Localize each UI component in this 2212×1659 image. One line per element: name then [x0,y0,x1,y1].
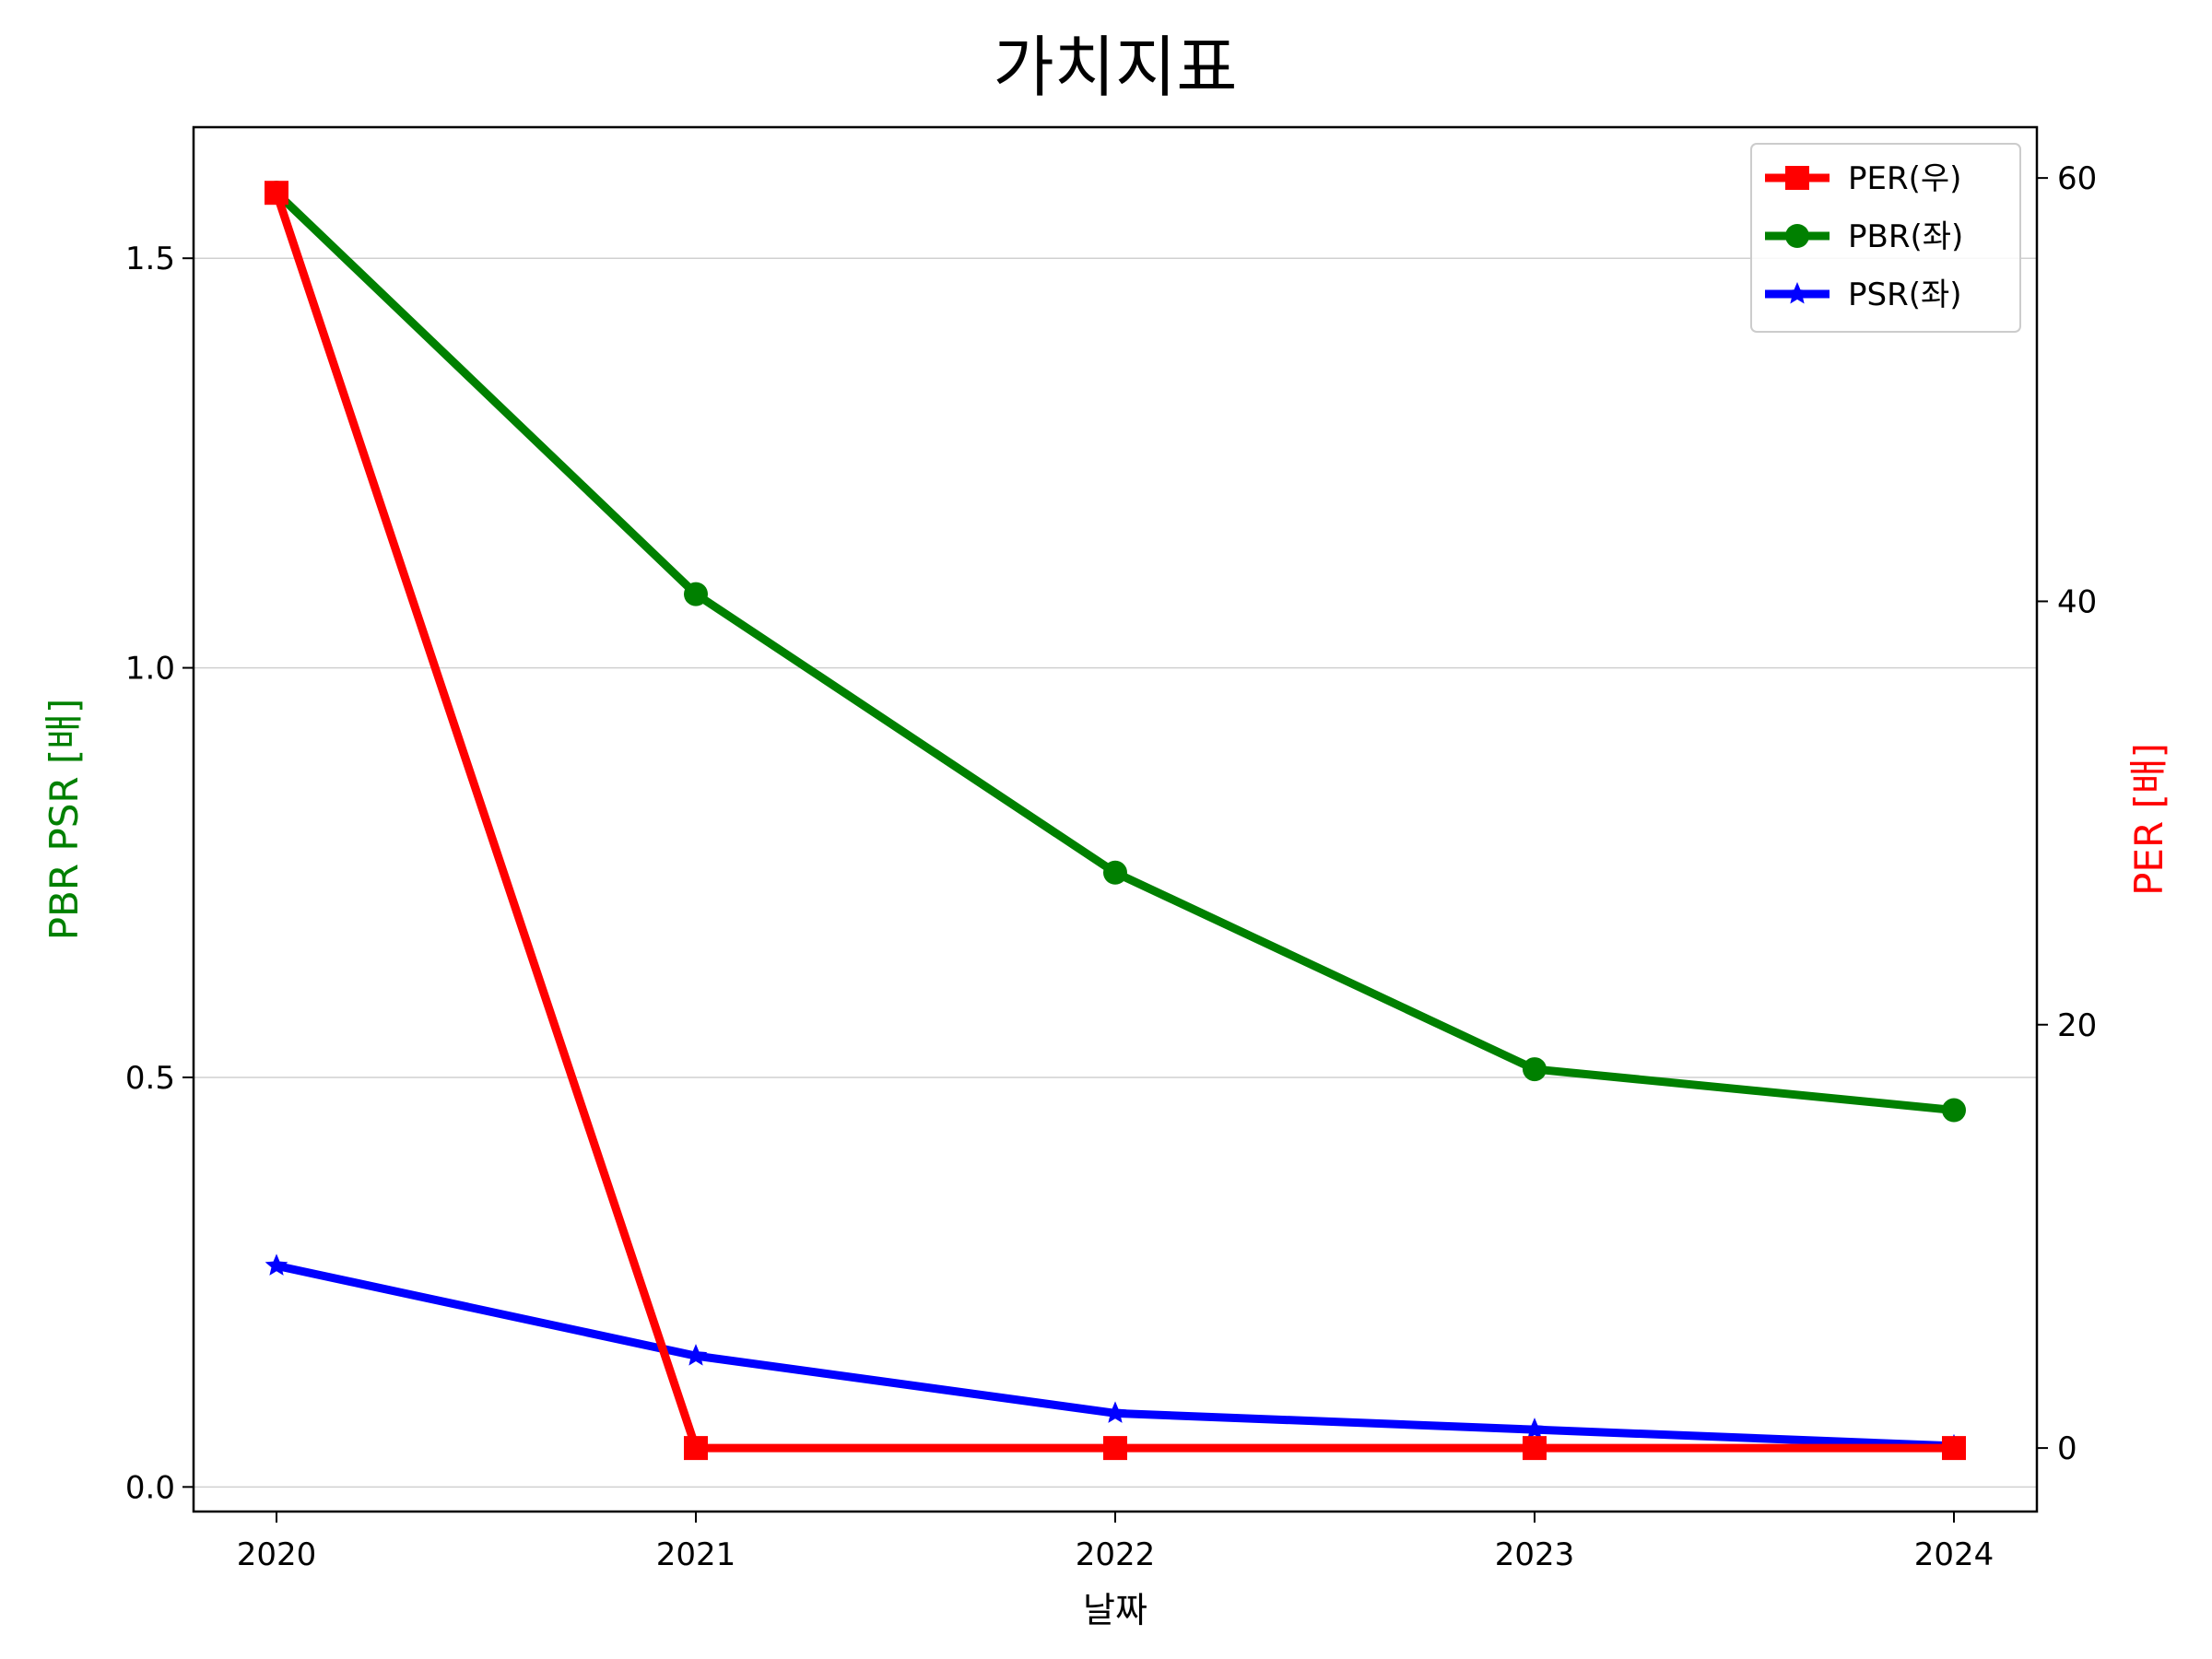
y-axis-right-title: PER [배] [2126,743,2171,896]
y-left-tick-label: 1.5 [125,241,175,277]
series-layer [265,181,1966,1461]
data-point-pbr [1942,1098,1966,1123]
x-axis-title: 날짜 [1083,1590,1147,1630]
x-tick-label: 2020 [237,1536,317,1573]
data-point-psr [1523,1418,1547,1440]
legend-box [1750,143,2021,333]
gridlines [194,257,2037,1488]
legend-marker [1785,166,1809,190]
series-per [265,181,1966,1461]
x-tick-label: 2024 [1914,1536,1994,1573]
y-axis-left-title: PBR PSR [배] [41,699,87,941]
legend-marker [1785,224,1809,248]
y-left-tick-label: 0.0 [125,1469,175,1506]
chart-title: 가치지표 [994,29,1238,106]
series-pbr [265,181,1966,1123]
legend-marker [1785,282,1809,304]
data-point-psr [265,1253,288,1276]
data-point-per [1523,1436,1547,1461]
data-point-psr [684,1344,708,1366]
legend-label: PER(우) [1848,160,1961,197]
data-point-pbr [1103,860,1127,885]
legend-item-per: PER(우) [1765,160,1961,197]
x-tick-label: 2022 [1076,1536,1156,1573]
data-point-per [684,1436,708,1461]
legend-item-psr: PSR(좌) [1765,276,1962,313]
legend: PER(우) PBR(좌) PSR(좌) [1750,143,2021,333]
x-tick-label: 2023 [1495,1536,1575,1573]
y-left-tick-label: 0.5 [125,1060,175,1097]
data-point-per [1103,1436,1127,1461]
legend-label: PBR(좌) [1848,218,1963,255]
data-point-per [1942,1436,1966,1461]
axes: 0.0 0.5 1.0 1.5 0 20 40 60 2020 2021 2022 2023 2024 [125,160,2097,1573]
y-right-tick-label: 0 [2057,1430,2077,1467]
legend-label: PSR(좌) [1848,276,1962,313]
y-right-tick-label: 60 [2057,160,2097,197]
y-right-tick-label: 20 [2057,1007,2097,1044]
y-left-tick-label: 1.0 [125,651,175,688]
legend-item-pbr: PBR(좌) [1765,218,1963,255]
y-right-tick-label: 40 [2057,583,2097,620]
data-point-pbr [1523,1057,1547,1082]
data-point-psr [1103,1401,1127,1423]
x-tick-label: 2021 [656,1536,736,1573]
data-point-per [265,181,288,206]
data-point-pbr [684,582,708,606]
